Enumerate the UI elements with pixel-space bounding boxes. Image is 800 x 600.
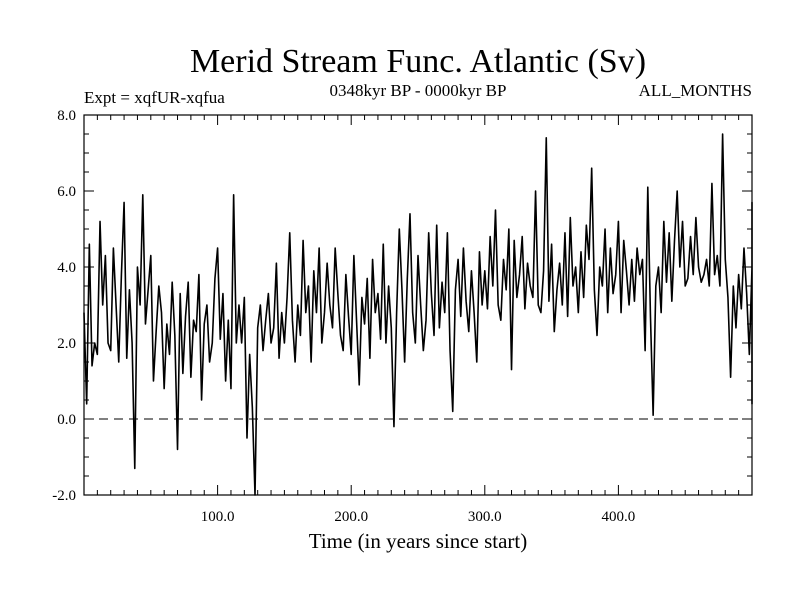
plot-area — [83, 114, 753, 496]
y-tick-label: 8.0 — [57, 108, 76, 124]
time-range-label: 0348kyr BP - 0000kyr BP — [330, 81, 507, 100]
plot-frame — [83, 114, 753, 496]
y-tick-label: 2.0 — [57, 336, 76, 352]
x-tick-label: 400.0 — [602, 509, 636, 525]
y-axis: -2.0 0.0 2.0 4.0 6.0 8.0 — [52, 108, 752, 504]
y-tick-label: -2.0 — [52, 488, 76, 504]
x-axis-label: Time (in years since start) — [309, 529, 528, 553]
series-line — [83, 133, 753, 496]
months-label: ALL_MONTHS — [639, 81, 752, 100]
expt-label: Expt = xqfUR-xqfua — [84, 88, 225, 107]
y-tick-label: 6.0 — [57, 184, 76, 200]
x-tick-label: 300.0 — [468, 509, 502, 525]
chart-title: Merid Stream Func. Atlantic (Sv) — [190, 43, 646, 80]
x-tick-label: 100.0 — [201, 509, 235, 525]
y-tick-label: 4.0 — [57, 260, 76, 276]
y-tick-label: 0.0 — [57, 412, 76, 428]
x-tick-label: 200.0 — [334, 509, 368, 525]
x-axis: 100.0 200.0 300.0 400.0 — [96, 115, 740, 525]
